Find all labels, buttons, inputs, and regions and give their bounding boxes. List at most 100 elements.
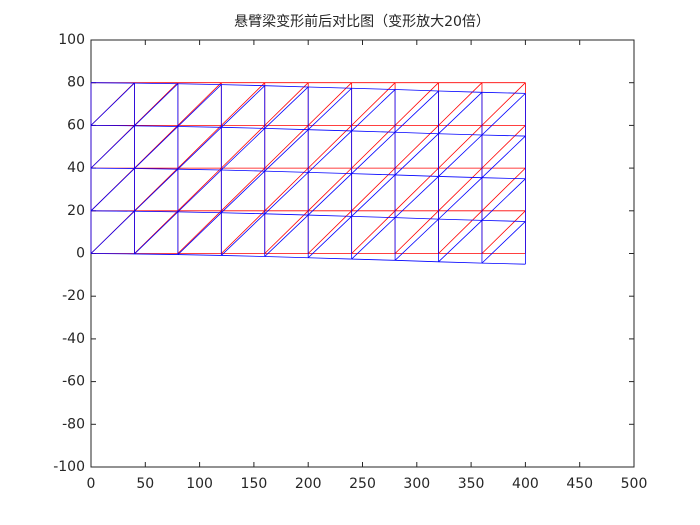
y-tick-label: -100 — [53, 459, 85, 475]
y-tick-label: -40 — [62, 331, 85, 347]
x-tick-label: 0 — [87, 476, 96, 492]
deformed-edge — [307, 216, 352, 259]
deformed-edge — [481, 262, 526, 265]
deformed-edge — [177, 211, 222, 214]
original-edge — [307, 125, 352, 169]
deformed-edge — [264, 256, 309, 259]
deformed-edge — [307, 87, 352, 130]
original-edge — [264, 125, 309, 169]
deformed-edge — [307, 173, 352, 216]
deformed-edge — [351, 174, 396, 217]
deformed-edge — [481, 134, 526, 137]
deformed-edge — [481, 177, 526, 180]
deformed-edge — [394, 176, 439, 218]
deformed-edge — [395, 259, 439, 263]
original-edge — [177, 125, 222, 169]
deformed-edge — [134, 82, 178, 85]
deformed-edge — [221, 84, 265, 87]
deformed-edge — [221, 170, 266, 214]
deformed-edge — [221, 128, 266, 171]
deformed-edge — [134, 168, 179, 212]
original-edge — [481, 125, 526, 169]
deformed-edge — [481, 91, 526, 94]
original-edge — [264, 82, 309, 126]
deformed-edge — [351, 131, 396, 174]
deformed-edge — [308, 257, 352, 260]
deformed-edge — [264, 172, 309, 215]
deformed-edge — [90, 125, 135, 169]
x-tick-label: 300 — [403, 476, 430, 492]
original-edge — [481, 210, 526, 254]
original-edge — [438, 82, 483, 126]
deformed-edge — [438, 92, 483, 135]
x-tick-label: 250 — [349, 476, 376, 492]
y-tick-label: 80 — [67, 75, 85, 91]
y-tick-label: 0 — [76, 246, 85, 262]
deformed-edge — [351, 258, 396, 261]
x-tick-label: 200 — [295, 476, 322, 492]
original-edge — [221, 210, 266, 254]
original-edge — [481, 167, 526, 212]
original-edge — [394, 167, 439, 212]
deformed-edge — [481, 93, 526, 136]
original-edge — [438, 210, 483, 254]
deformed-edge — [351, 217, 396, 260]
deformed-edge — [177, 168, 222, 171]
deformed-edge — [134, 168, 178, 170]
deformed-edge — [438, 220, 483, 263]
x-tick-label: 100 — [186, 476, 213, 492]
original-edge — [351, 167, 396, 212]
original-edge — [438, 167, 483, 212]
deformed-edge — [221, 169, 265, 172]
deformed-edge — [395, 131, 439, 135]
original-edge — [481, 82, 526, 126]
deformed-edge — [134, 253, 178, 255]
deformed-edge — [481, 178, 526, 221]
deformed-edge — [438, 90, 482, 93]
deformed-edge — [221, 85, 266, 128]
original-edge — [221, 82, 266, 126]
deformed-edge — [394, 133, 439, 176]
original-edge — [177, 167, 222, 212]
deformed-edge — [264, 129, 309, 172]
deformed-edge — [264, 213, 309, 216]
deformed-edge — [438, 218, 482, 221]
original-edge — [264, 210, 309, 254]
deformed-edge — [395, 217, 439, 220]
deformed-edge — [351, 87, 396, 90]
deformed-edge — [264, 170, 309, 173]
deformed-edge — [351, 130, 396, 133]
original-edge — [351, 125, 396, 169]
deformed-edge — [177, 169, 222, 213]
original-edge — [307, 210, 352, 254]
deformed-edge — [395, 174, 439, 177]
deformed-edge — [134, 125, 178, 127]
deformed-edge — [177, 254, 222, 256]
deformed-edge — [264, 127, 309, 131]
deformed-edge — [221, 255, 265, 257]
deformed-edge — [134, 83, 179, 127]
x-tick-label: 350 — [458, 476, 485, 492]
original-edge — [221, 125, 266, 169]
x-tick-label: 450 — [566, 476, 593, 492]
original-edge — [264, 167, 309, 212]
original-edge — [351, 82, 396, 126]
deformed-edge — [134, 211, 179, 255]
deformed-edge — [134, 210, 178, 213]
deformed-edge — [221, 213, 266, 256]
y-tick-label: -20 — [62, 288, 85, 304]
deformed-edge — [177, 126, 222, 128]
deformed-edge — [221, 126, 265, 129]
deformed-edge — [177, 84, 222, 127]
deformed-edge — [177, 83, 222, 86]
original-edge — [307, 82, 352, 126]
deformed-edge — [90, 168, 135, 212]
deformed-edge — [308, 214, 352, 217]
deformed-edge — [481, 220, 526, 222]
y-tick-label: -80 — [62, 416, 85, 432]
deformed-edge — [481, 135, 526, 178]
deformed-edge — [264, 86, 309, 129]
original-edge — [307, 167, 352, 212]
deformed-edge — [351, 173, 396, 176]
